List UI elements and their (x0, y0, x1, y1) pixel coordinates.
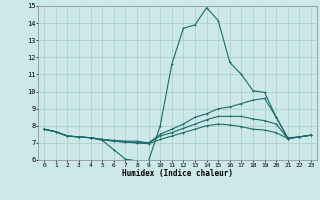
X-axis label: Humidex (Indice chaleur): Humidex (Indice chaleur) (122, 169, 233, 178)
